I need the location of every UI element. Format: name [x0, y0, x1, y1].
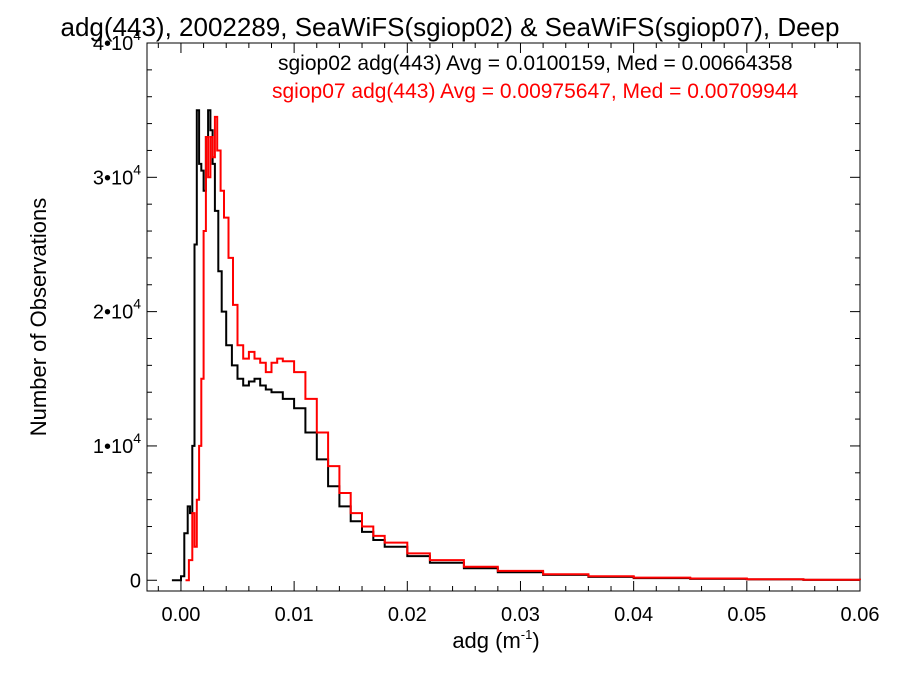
y-tick-label: 0 — [130, 570, 141, 592]
y-tick-label: 2•104 — [93, 296, 141, 324]
y-tick-label-base: 2•10 — [93, 302, 133, 324]
plot-frame — [146, 42, 861, 592]
series-layer — [171, 109, 861, 582]
x-tick-label: 0.06 — [841, 604, 880, 626]
x-tick-label: 0.04 — [614, 604, 653, 626]
x-tick-label: 0.02 — [388, 604, 427, 626]
y-tick-label-exponent: 4 — [133, 27, 141, 43]
annotation-sgiop07: sgiop07 adg(443) Avg = 0.00975647, Med =… — [272, 80, 799, 103]
x-axis: 0.00 0.01 0.02 0.03 0.04 0.05 0.06 — [157, 43, 880, 626]
annotation-sgiop02: sgiop02 adg(443) Avg = 0.0100159, Med = … — [278, 52, 793, 75]
y-tick-label-exponent: 4 — [133, 430, 141, 446]
y-tick-label-base: 0 — [130, 570, 141, 592]
y-tick-label-base: 4•10 — [93, 33, 133, 55]
y-axis-label: Number of Observations — [26, 198, 51, 436]
series-line-sgiop02 — [171, 109, 861, 582]
y-tick-label-exponent: 4 — [133, 296, 141, 312]
x-axis-label: adg (m-1) — [452, 627, 539, 653]
series-line-sgiop07 — [185, 115, 861, 582]
x-axis-label-close: ) — [532, 628, 539, 653]
y-tick-label: 1•104 — [93, 430, 141, 458]
x-tick-label: 0.03 — [501, 604, 540, 626]
chart-title: adg(443), 2002289, SeaWiFS(sgiop02) & Se… — [61, 12, 840, 42]
y-tick-label-base: 1•10 — [93, 436, 133, 458]
y-tick-label: 3•104 — [93, 161, 141, 189]
y-tick-label-exponent: 4 — [133, 161, 141, 177]
x-tick-label: 0.00 — [161, 604, 200, 626]
y-tick-label: 4•104 — [93, 27, 141, 55]
x-tick-label: 0.05 — [727, 604, 766, 626]
x-tick-label: 0.01 — [275, 604, 314, 626]
plot-area: 0.00 0.01 0.02 0.03 0.04 0.05 0.06 01•1042•104… — [93, 27, 880, 626]
x-axis-label-text: adg (m — [452, 628, 520, 653]
y-tick-label-base: 3•10 — [93, 167, 133, 189]
x-axis-label-exponent: -1 — [521, 627, 533, 642]
